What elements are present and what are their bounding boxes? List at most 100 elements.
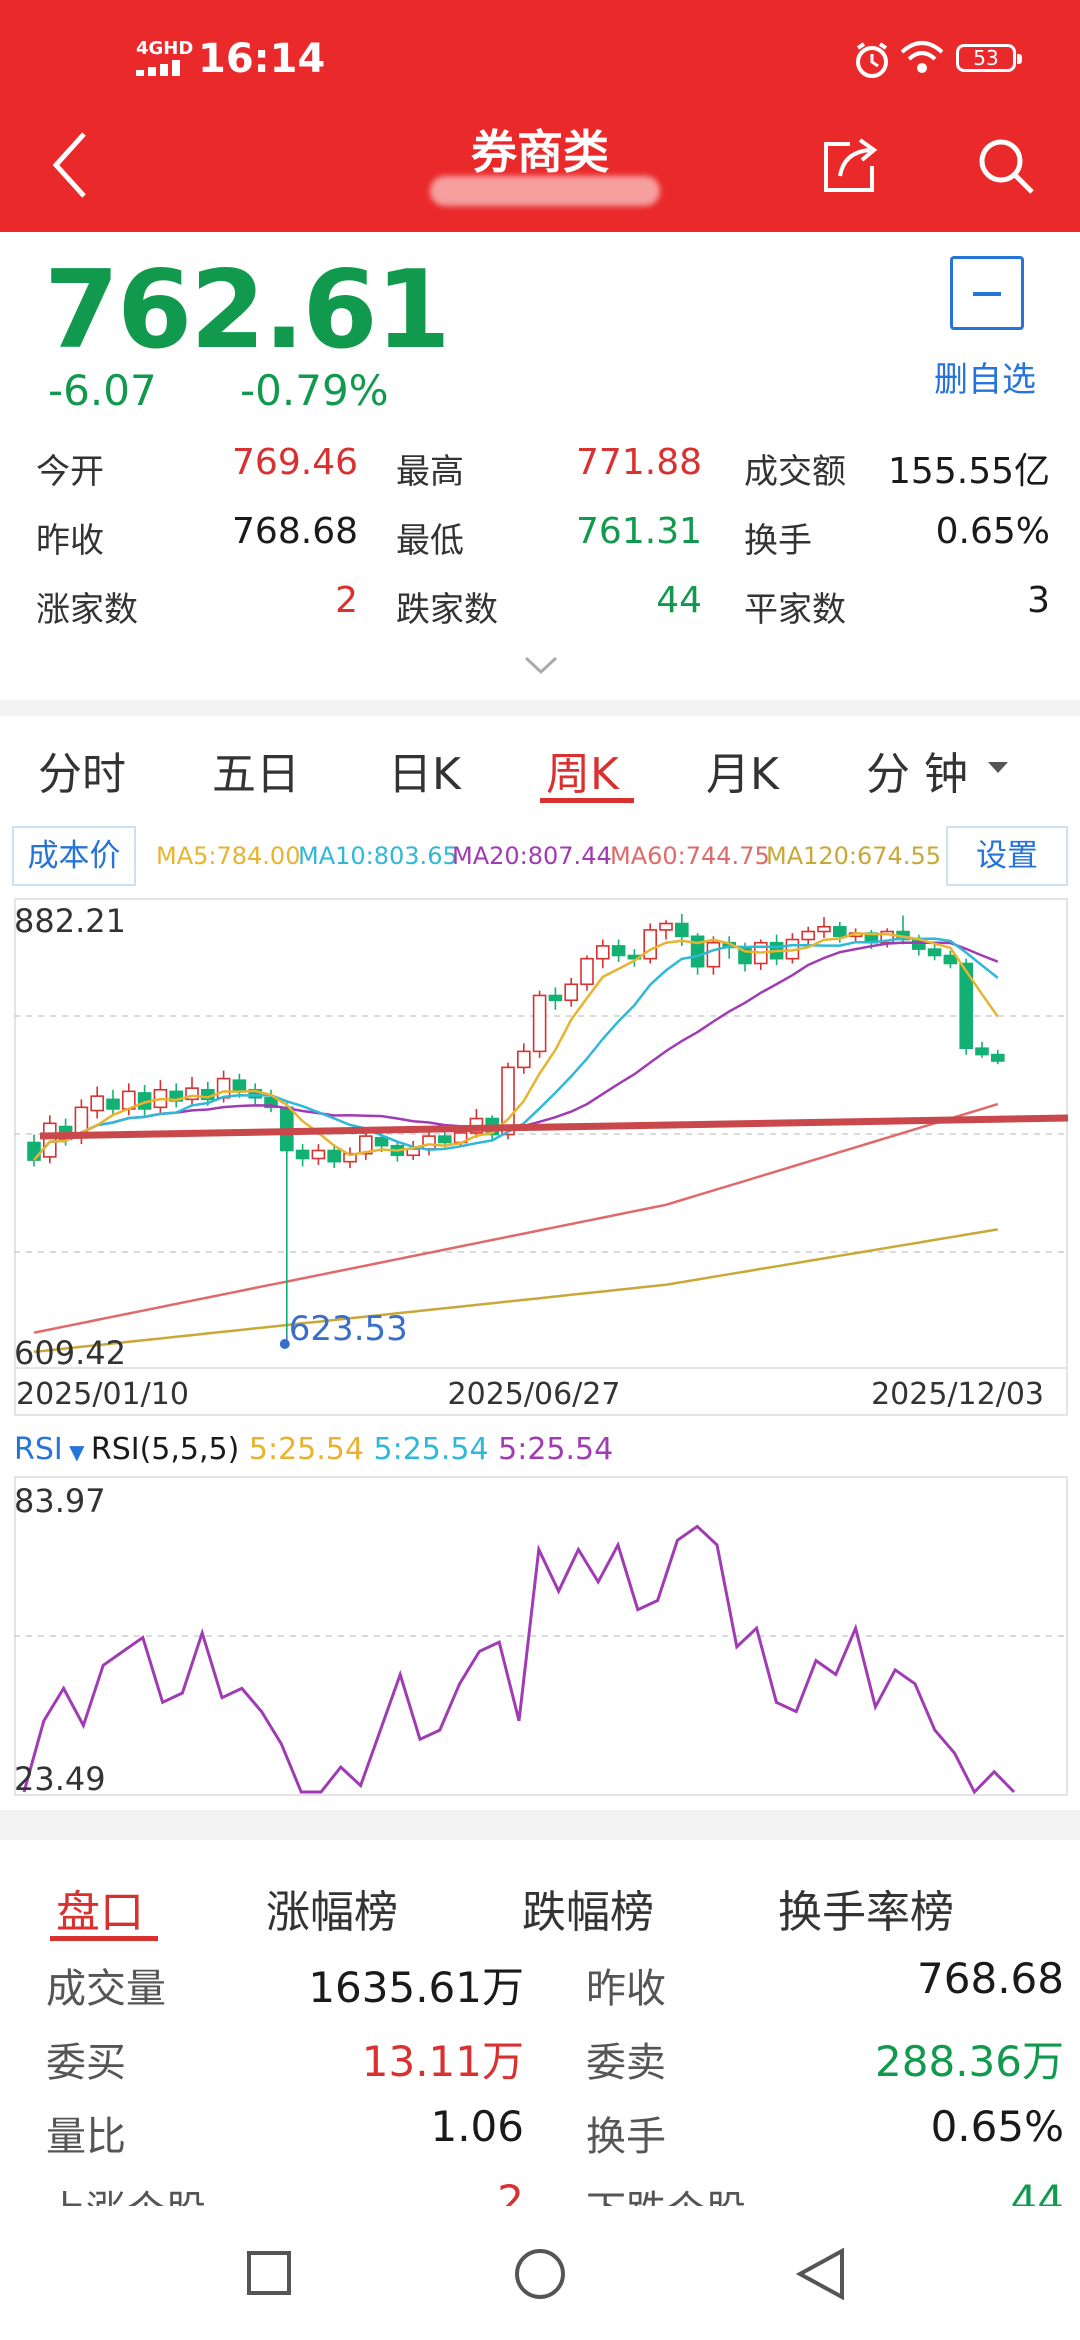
stat-value: 155.55亿 [888,451,1050,492]
ma60-line [33,1102,999,1334]
stat-label: 换手 [744,521,812,561]
remove-watchlist-label[interactable]: 删自选 [934,360,1036,400]
recent-apps-icon[interactable] [246,2250,292,2296]
stat-label: 跌家数 [396,590,498,630]
price-change-percent: -0.79% [240,366,389,415]
rsi-chart[interactable]: 83.97 23.49 [14,1476,1068,1798]
chart-frame [14,898,1068,1416]
rsi-line [22,1524,1016,1795]
candle-body [374,1136,389,1147]
system-nav-bar [0,2206,1080,2340]
active-tab-indicator [540,798,634,803]
search-icon[interactable] [976,136,1036,196]
pankou-label: 换手 [586,2114,666,2160]
candle-body [659,922,673,931]
status-time: 16:14 [198,36,326,82]
stat-value: 44 [656,580,702,621]
candle-body [611,945,626,957]
stat-value: 761.31 [576,511,702,552]
trend-line [39,1114,1068,1140]
stat-label: 昨收 [36,521,104,561]
stat-label: 成交额 [744,452,846,492]
pankou-value: 13.11万 [361,2037,524,2086]
candle-body [327,1149,342,1163]
low-marker-dot [279,1339,290,1349]
candle-body [975,1047,989,1056]
stat-value: 0.65% [935,511,1050,552]
pankou-value: 1635.61万 [308,1963,524,2012]
pankou-label: 成交量 [46,1966,166,2012]
ma-value: MA5:784.00 [156,842,301,870]
chevron-down-icon[interactable] [524,656,558,676]
ma-value: MA10:803.65 [298,842,458,870]
bottom-tab[interactable]: 涨幅榜 [266,1887,398,1938]
ma5-line [33,932,999,1161]
pankou-label: 量比 [46,2114,126,2160]
caret-down-icon[interactable]: ▼ [62,1440,91,1464]
pankou-label: 委买 [46,2040,126,2086]
stat-value: 769.46 [232,442,358,483]
pankou-value: 768.68 [917,1954,1064,2003]
back-nav-icon[interactable] [796,2248,846,2300]
share-icon[interactable] [820,136,880,196]
candle-body [532,994,547,1053]
chart-tab[interactable]: 周K [546,749,619,800]
stat-label: 平家数 [744,590,846,630]
candle-body [706,941,721,968]
candle-body [959,962,974,1049]
chart-tab[interactable]: 分时 [38,749,126,800]
rsi-selector[interactable]: RSI [14,1432,63,1467]
pankou-label: 委卖 [586,2040,666,2086]
chart-tab[interactable]: 五日 [212,749,300,800]
rsi-value-2: 5:25.54 [373,1432,489,1467]
caret-down-icon[interactable] [988,762,1008,773]
candle-body [674,922,689,938]
rsi-value-1: 5:25.54 [248,1432,364,1467]
candle-body [595,945,610,960]
bottom-tab[interactable]: 换手率榜 [778,1887,954,1938]
candle-body [437,1135,452,1144]
pankou-value: 0.65% [930,2102,1064,2151]
chart-tab[interactable]: 日K [388,749,461,800]
current-price: 762.61 [44,248,451,373]
candle-body [501,1066,515,1136]
candle-body [564,983,579,1002]
candle-body [422,1135,436,1150]
candle-body [690,935,705,968]
candle-body [27,1141,41,1161]
pankou-value: 1.06 [430,2102,524,2151]
bottom-tab[interactable]: 跌幅榜 [522,1887,654,1938]
bottom-tab[interactable]: 盘口 [56,1887,144,1938]
x-tick-label: 2025/06/27 [448,1377,621,1412]
stat-label: 今开 [36,452,104,492]
ma120-line [33,1228,999,1354]
stat-value: 3 [1027,580,1050,621]
stat-label: 最低 [396,521,464,561]
y-max-label: 882.21 [14,902,126,940]
candlestick-chart[interactable]: 623.53 882.21 609.42 2025/01/10 2025/06/27 20… [14,898,1068,1418]
stat-value: 768.68 [232,511,358,552]
candle-body [943,954,958,965]
stat-label: 涨家数 [36,590,138,630]
chart-tab[interactable]: 分 钟 [866,749,968,800]
section-divider [0,1810,1080,1840]
signal-icon [136,60,180,76]
stat-label: 最高 [396,452,464,492]
candle-body [185,1087,199,1101]
settings-button[interactable]: 设置 [946,826,1068,886]
battery-indicator: 53 [956,44,1022,72]
remove-watchlist-button[interactable] [950,256,1024,330]
app-header: 4GHD 16:14 53 券商类 [0,0,1080,232]
candle-body [358,1135,373,1155]
home-icon[interactable] [514,2248,566,2300]
cost-price-button[interactable]: 成本价 [12,826,136,886]
candle-body [516,1050,531,1069]
x-tick-label: 2025/12/03 [871,1377,1044,1412]
back-icon[interactable] [50,130,90,200]
chart-tab[interactable]: 月K [706,749,779,800]
candle-body [817,925,831,933]
candle-body [927,948,942,957]
candle-body [106,1098,120,1110]
rsi-value-3: 5:25.54 [498,1432,614,1467]
blurred-subtitle [430,176,660,206]
